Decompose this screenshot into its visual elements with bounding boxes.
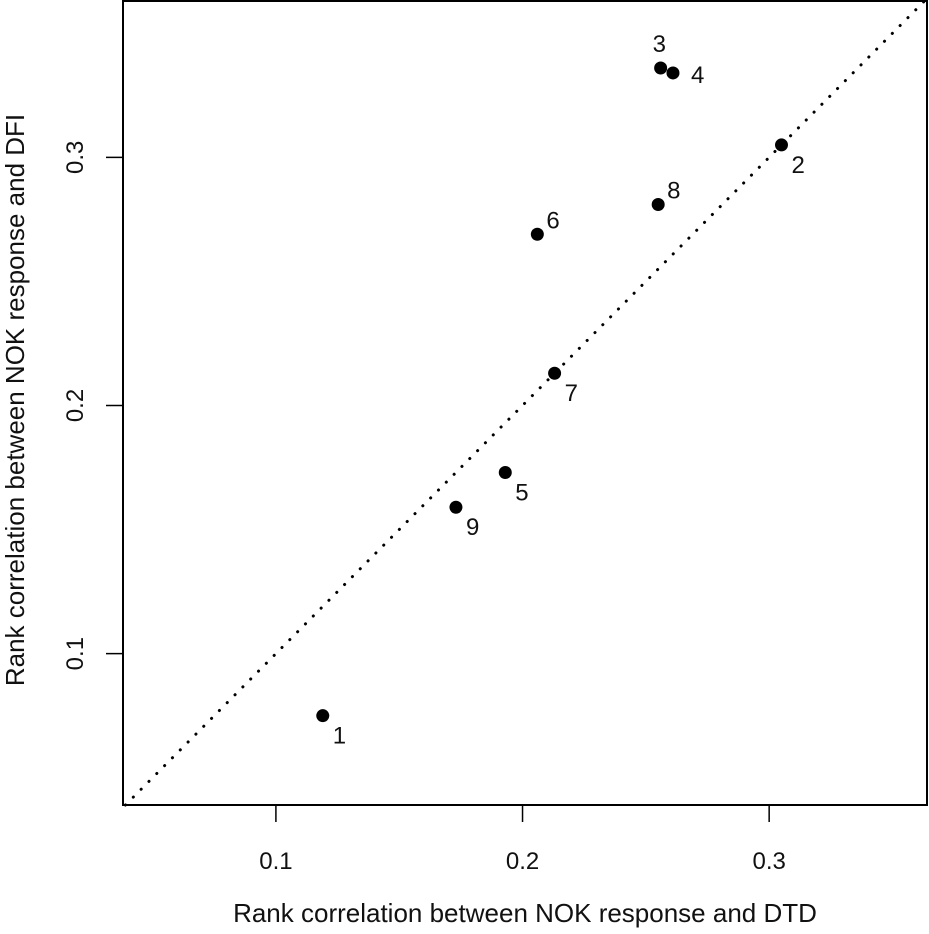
data-point-5 [498,465,512,479]
point-label-7: 7 [565,380,578,407]
point-label-6: 6 [546,207,559,234]
x-axis-title: Rank correlation between NOK response an… [233,898,817,928]
points-layer: 1 2 34 5 6 7 8 9 [316,31,805,750]
y-tick-label: 0.1 [62,637,89,670]
y-axis: 0.1 0.2 0.3 [62,141,123,670]
data-point-2 [774,138,788,152]
data-point-3 [654,61,668,75]
x-axis: 0.1 0.2 0.3 [259,805,786,875]
data-point-6 [530,227,544,241]
point-label-4: 4 [691,62,704,89]
point-label-1: 1 [333,723,346,750]
data-point-7 [548,366,562,380]
plot-frame [122,0,928,806]
x-tick-label: 0.3 [752,848,785,875]
point-label-3: 3 [653,31,666,58]
point-label-5: 5 [515,479,528,506]
y-tick-label: 0.3 [62,141,89,174]
data-point-9 [449,500,463,514]
reference-line-identity [123,0,927,807]
data-point-4 [666,66,680,80]
x-tick-label: 0.2 [506,848,539,875]
data-point-8 [651,197,665,211]
data-point-1 [316,709,330,723]
point-label-2: 2 [791,152,804,179]
point-label-8: 8 [667,177,680,204]
x-tick-label: 0.1 [259,848,292,875]
y-tick-label: 0.2 [62,389,89,422]
y-axis-title: Rank correlation between NOK response an… [0,114,30,686]
point-label-9: 9 [466,514,479,541]
